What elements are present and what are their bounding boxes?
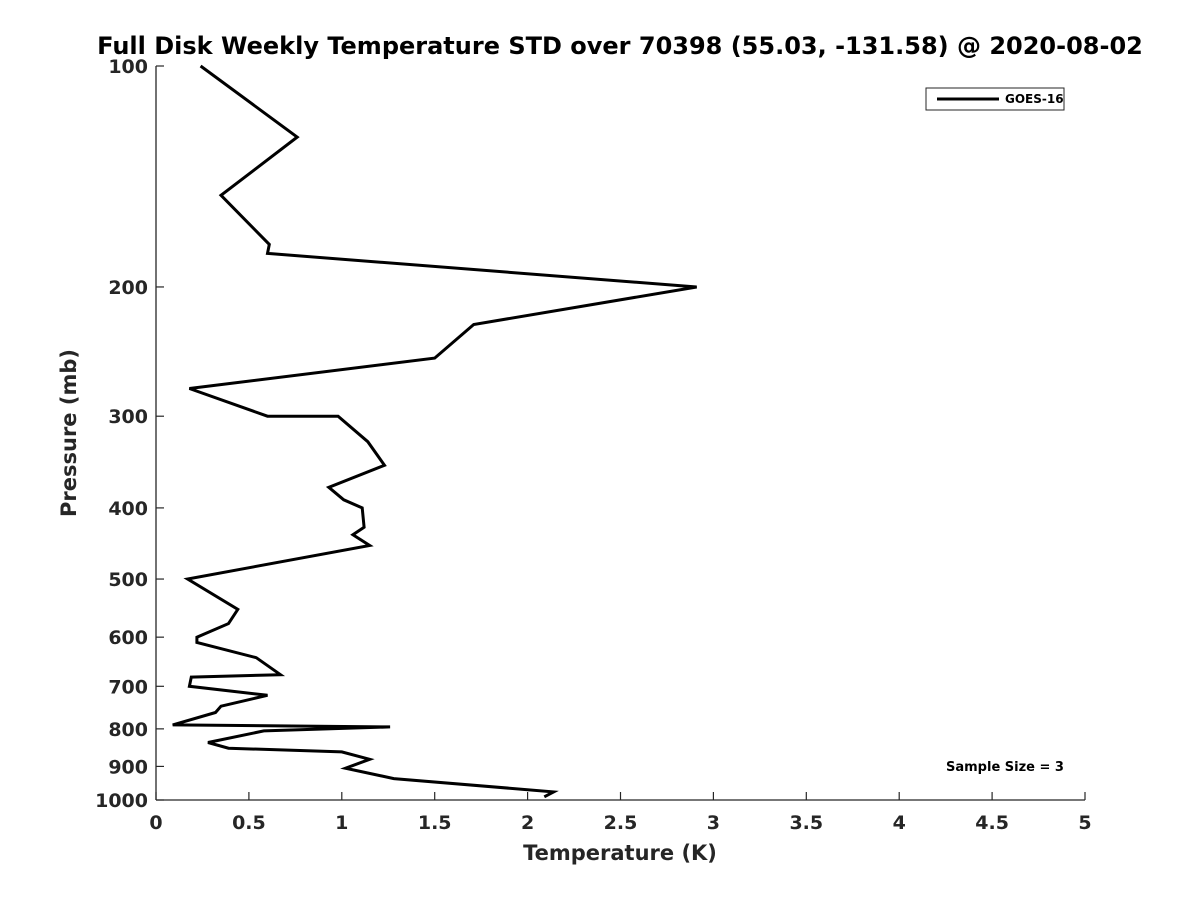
- series-layer: [172, 64, 697, 799]
- x-tick-label: 1: [335, 812, 348, 834]
- y-axis-label: Pressure (mb): [57, 349, 81, 517]
- y-tick-label: 700: [108, 676, 148, 698]
- x-tick-label: 5: [1078, 812, 1091, 834]
- y-tick-label: 200: [108, 277, 148, 299]
- x-tick-label: 1.5: [418, 812, 452, 834]
- x-tick-label: 3: [707, 812, 720, 834]
- x-tick-label: 2: [521, 812, 534, 834]
- sample-size-annotation: Sample Size = 3: [946, 760, 1064, 775]
- legend: GOES-16: [925, 87, 1065, 111]
- legend-label-goes-16: GOES-16: [1005, 92, 1064, 106]
- y-tick-label: 300: [108, 406, 148, 428]
- series-line-goes-16: [172, 64, 697, 799]
- y-tick-label: 800: [108, 719, 148, 741]
- x-tick-label: 0: [149, 812, 162, 834]
- x-axis-label: Temperature (K): [523, 841, 717, 865]
- y-tick-label: 600: [108, 627, 148, 649]
- x-tick-label: 0.5: [232, 812, 266, 834]
- x-tick-label: 3.5: [789, 812, 823, 834]
- x-tick-label: 4: [893, 812, 906, 834]
- x-tick-label: 4.5: [975, 812, 1009, 834]
- y-ticks: 100 200 300 400 500 600 700 800 900 1000: [95, 56, 164, 812]
- y-tick-label: 500: [108, 569, 148, 591]
- chart-title: Full Disk Weekly Temperature STD over 70…: [97, 32, 1143, 60]
- y-tick-label: 1000: [95, 790, 148, 812]
- y-tick-label: 400: [108, 498, 148, 520]
- y-tick-label: 100: [108, 56, 148, 78]
- x-ticks: 0 0.5 1 1.5 2 2.5 3 3.5 4 4.5 5: [149, 792, 1092, 834]
- y-tick-label: 900: [108, 756, 148, 778]
- x-tick-label: 2.5: [604, 812, 638, 834]
- plot-area: 0 0.5 1 1.5 2 2.5 3 3.5 4 4.5 5 100 200 300 400 500 600…: [95, 56, 1092, 834]
